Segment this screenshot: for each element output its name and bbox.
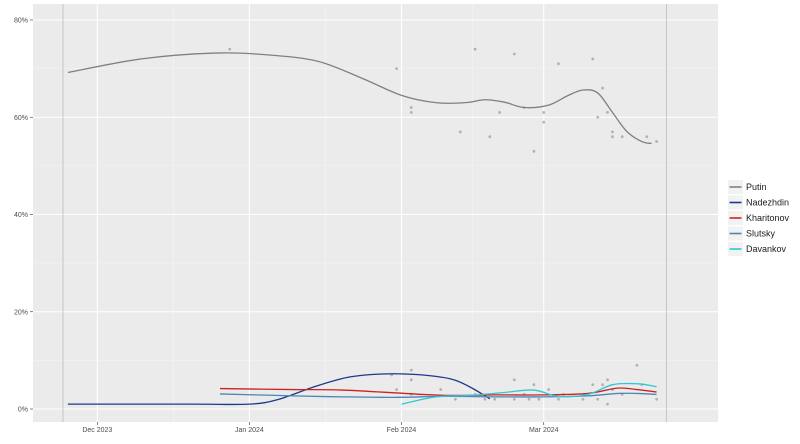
putin-point (488, 135, 492, 139)
x-tick-label: Feb 2024 (387, 427, 417, 434)
legend-label-putin: Putin (746, 182, 767, 192)
poll-point (601, 383, 605, 387)
y-axis: 0% 20% 40% 60% 80% (14, 18, 33, 414)
putin-point (409, 110, 413, 114)
y-tick-label: 80% (14, 18, 28, 25)
poll-point (409, 378, 413, 382)
davankov-line (401, 382, 657, 405)
poll-point (512, 397, 516, 401)
poll-point (537, 397, 541, 401)
poll-point (439, 388, 443, 391)
poll-point (483, 397, 487, 401)
putin-point (542, 110, 546, 114)
putin-point (532, 149, 536, 153)
putin-point (473, 47, 477, 51)
putin-point (620, 135, 624, 139)
x-tick-label: Jan 2024 (235, 427, 264, 434)
x-tick-label: Mar 2024 (529, 427, 559, 434)
poll-point (596, 397, 600, 401)
putin-point (557, 62, 560, 66)
nadezhdin-line (67, 373, 491, 406)
putin-point (542, 120, 546, 124)
poll-point (635, 363, 639, 367)
reference-lines (62, 4, 667, 422)
putin-point (591, 57, 595, 61)
putin-point (498, 110, 501, 114)
series-lines (67, 52, 657, 406)
major-gridlines (33, 4, 718, 422)
legend-label-nadezhdin: Nadezhdin (746, 198, 789, 208)
poll-point (395, 388, 398, 391)
putin-point (458, 130, 462, 134)
putin-point (611, 130, 614, 134)
legend: Putin Nadezhdin Kharitonov Slutsky Davankov (728, 180, 790, 256)
poll-point (454, 397, 457, 401)
poll-point (532, 383, 536, 387)
poll-point (557, 397, 560, 401)
minor-gridlines (33, 4, 718, 422)
putin-point (645, 135, 649, 139)
x-tick-label: Dec 2023 (82, 427, 112, 434)
putin-point (228, 47, 232, 51)
poll-point (606, 378, 609, 382)
y-tick-label: 40% (14, 212, 28, 219)
poll-point (493, 397, 497, 401)
poll-point (512, 378, 516, 382)
poll-point (591, 383, 595, 387)
poll-point (527, 397, 531, 401)
legend-label-davankov: Davankov (746, 244, 787, 254)
poll-point (581, 397, 585, 401)
putin-point (611, 135, 614, 139)
poll-point (547, 388, 551, 391)
legend-label-kharitonov: Kharitonov (746, 213, 790, 223)
x-axis: Dec 2023 Jan 2024 Feb 2024 Mar 2024 (82, 422, 559, 434)
slutsky-line (219, 392, 657, 398)
putin-line (67, 52, 652, 145)
putin-point (655, 140, 658, 143)
putin-point (395, 67, 398, 71)
y-tick-label: 60% (14, 115, 28, 122)
kharitonov-line (219, 387, 657, 397)
putin-point (409, 106, 413, 109)
plot-panel (33, 4, 718, 422)
poll-point (409, 368, 413, 372)
putin-point (606, 110, 609, 114)
putin-point (512, 52, 516, 56)
legend-label-slutsky: Slutsky (746, 229, 776, 239)
y-tick-label: 0% (18, 407, 28, 414)
putin-point (596, 115, 600, 119)
y-tick-label: 20% (14, 309, 28, 316)
poll-point (655, 397, 658, 401)
putin-point (601, 86, 605, 90)
poll-point (606, 402, 609, 406)
